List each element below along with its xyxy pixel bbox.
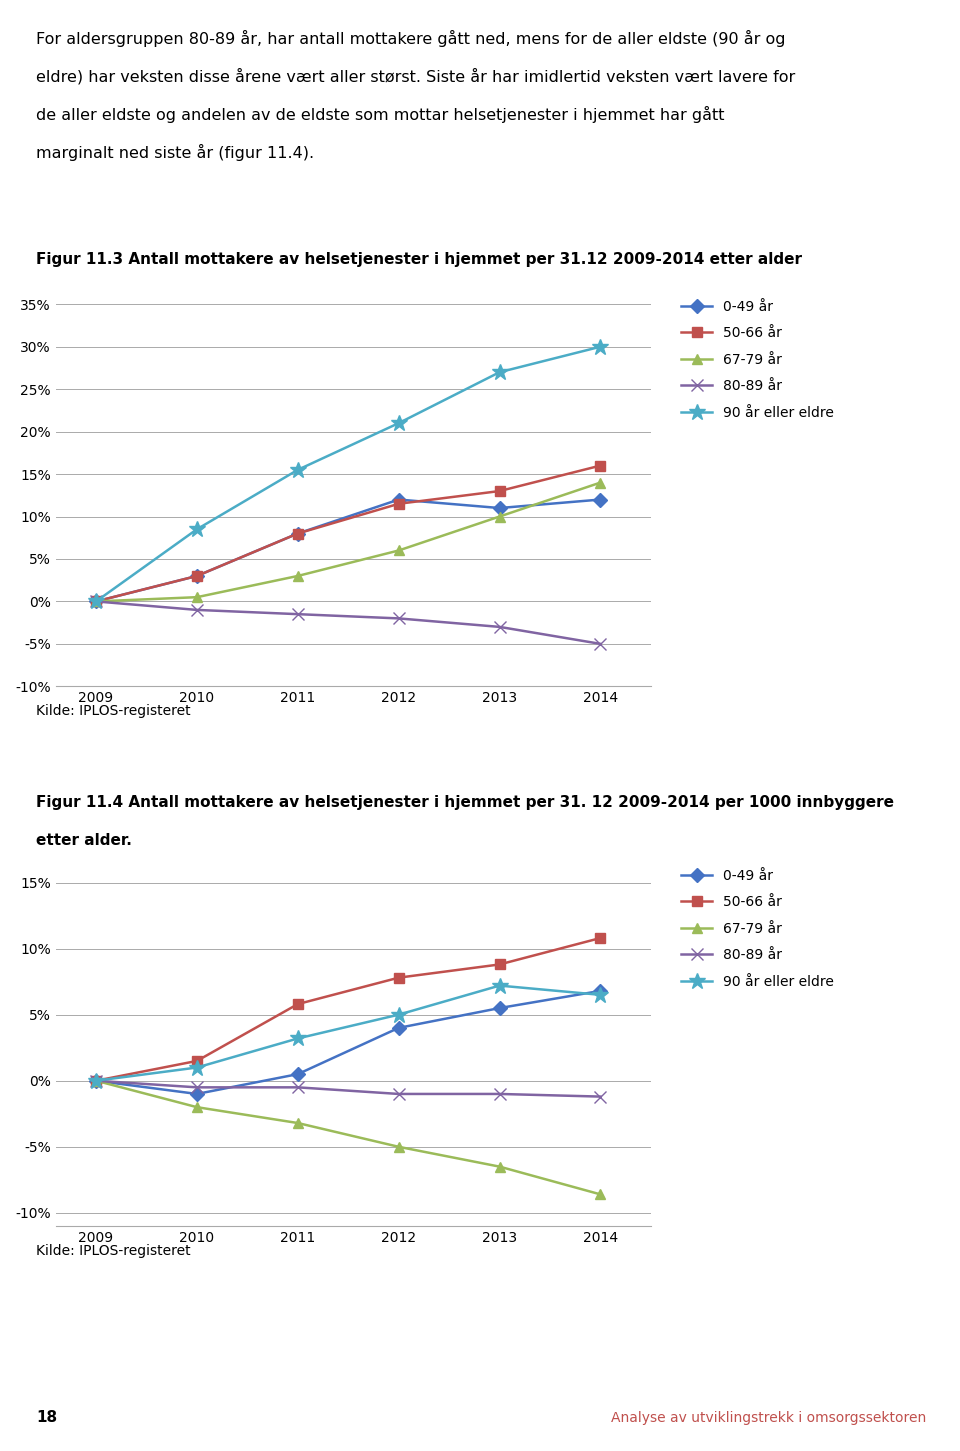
0-49 år	[90, 1072, 102, 1090]
Text: For aldersgruppen 80-89 år, har antall mottakere gått ned, mens for de aller eld: For aldersgruppen 80-89 år, har antall m…	[36, 30, 786, 48]
Line: 50-66 år: 50-66 år	[91, 461, 606, 607]
Text: Figur 11.3 Antall mottakere av helsetjenester i hjemmet per 31.12 2009-2014 ette: Figur 11.3 Antall mottakere av helsetjen…	[36, 252, 803, 267]
80-89 år	[594, 636, 606, 653]
90 år eller eldre	[393, 1006, 404, 1023]
90 år eller eldre	[493, 977, 505, 994]
67-79 år	[393, 541, 404, 559]
Legend: 0-49 år, 50-66 år, 67-79 år, 80-89 år, 90 år eller eldre: 0-49 år, 50-66 år, 67-79 år, 80-89 år, 9…	[676, 863, 839, 994]
Legend: 0-49 år, 50-66 år, 67-79 år, 80-89 år, 90 år eller eldre: 0-49 år, 50-66 år, 67-79 år, 80-89 år, 9…	[676, 295, 839, 425]
Line: 80-89 år: 80-89 år	[90, 596, 606, 650]
Line: 67-79 år: 67-79 år	[91, 477, 606, 607]
67-79 år	[594, 474, 606, 492]
67-79 år	[493, 508, 505, 525]
67-79 år	[90, 1072, 102, 1090]
50-66 år	[594, 929, 606, 946]
80-89 år	[493, 618, 505, 636]
80-89 år	[191, 601, 203, 618]
90 år eller eldre	[393, 415, 404, 432]
80-89 år	[90, 1072, 102, 1090]
0-49 år	[393, 490, 404, 508]
Text: Kilde: IPLOS-registeret: Kilde: IPLOS-registeret	[36, 1244, 191, 1258]
90 år eller eldre	[594, 987, 606, 1004]
80-89 år	[393, 609, 404, 627]
90 år eller eldre	[191, 521, 203, 538]
90 år eller eldre	[90, 1072, 102, 1090]
50-66 år	[292, 525, 303, 543]
67-79 år	[191, 589, 203, 607]
Line: 0-49 år: 0-49 år	[91, 987, 606, 1098]
0-49 år	[594, 982, 606, 1000]
67-79 år	[393, 1138, 404, 1155]
50-66 år	[292, 995, 303, 1013]
50-66 år	[493, 482, 505, 499]
90 år eller eldre	[191, 1059, 203, 1077]
0-49 år	[292, 525, 303, 543]
50-66 år	[594, 457, 606, 474]
0-49 år	[191, 567, 203, 585]
80-89 år	[292, 1078, 303, 1096]
0-49 år	[393, 1019, 404, 1036]
Text: 18: 18	[36, 1410, 58, 1425]
67-79 år	[292, 1114, 303, 1132]
Text: Kilde: IPLOS-registeret: Kilde: IPLOS-registeret	[36, 704, 191, 718]
67-79 år	[191, 1098, 203, 1116]
Text: Analyse av utviklingstrekk i omsorgssektoren: Analyse av utviklingstrekk i omsorgssekt…	[612, 1410, 926, 1425]
67-79 år	[594, 1185, 606, 1203]
80-89 år	[191, 1078, 203, 1096]
50-66 år	[393, 495, 404, 512]
Text: de aller eldste og andelen av de eldste som mottar helsetjenester i hjemmet har : de aller eldste og andelen av de eldste …	[36, 106, 725, 123]
50-66 år	[393, 969, 404, 987]
Text: eldre) har veksten disse årene vært aller størst. Siste år har imidlertid vekste: eldre) har veksten disse årene vært alle…	[36, 68, 796, 84]
50-66 år	[90, 592, 102, 609]
0-49 år	[493, 1000, 505, 1017]
90 år eller eldre	[90, 592, 102, 609]
Line: 50-66 år: 50-66 år	[91, 933, 606, 1085]
0-49 år	[292, 1065, 303, 1082]
67-79 år	[292, 567, 303, 585]
80-89 år	[292, 605, 303, 622]
90 år eller eldre	[292, 461, 303, 479]
0-49 år	[493, 499, 505, 517]
50-66 år	[493, 956, 505, 974]
50-66 år	[90, 1072, 102, 1090]
80-89 år	[493, 1085, 505, 1103]
Line: 80-89 år: 80-89 år	[90, 1075, 606, 1103]
50-66 år	[191, 567, 203, 585]
67-79 år	[90, 592, 102, 609]
80-89 år	[594, 1088, 606, 1106]
90 år eller eldre	[594, 338, 606, 355]
Line: 0-49 år: 0-49 år	[91, 495, 606, 607]
50-66 år	[191, 1052, 203, 1069]
Text: Figur 11.4 Antall mottakere av helsetjenester i hjemmet per 31. 12 2009-2014 per: Figur 11.4 Antall mottakere av helsetjen…	[36, 795, 895, 810]
0-49 år	[594, 490, 606, 508]
90 år eller eldre	[493, 364, 505, 382]
0-49 år	[90, 592, 102, 609]
Line: 67-79 år: 67-79 år	[91, 1075, 606, 1199]
Line: 90 år eller eldre: 90 år eller eldre	[87, 338, 609, 609]
Text: marginalt ned siste år (figur 11.4).: marginalt ned siste år (figur 11.4).	[36, 144, 315, 161]
Text: etter alder.: etter alder.	[36, 833, 132, 847]
80-89 år	[393, 1085, 404, 1103]
0-49 år	[191, 1085, 203, 1103]
67-79 år	[493, 1158, 505, 1175]
80-89 år	[90, 592, 102, 609]
90 år eller eldre	[292, 1030, 303, 1048]
Line: 90 år eller eldre: 90 år eller eldre	[87, 978, 609, 1090]
